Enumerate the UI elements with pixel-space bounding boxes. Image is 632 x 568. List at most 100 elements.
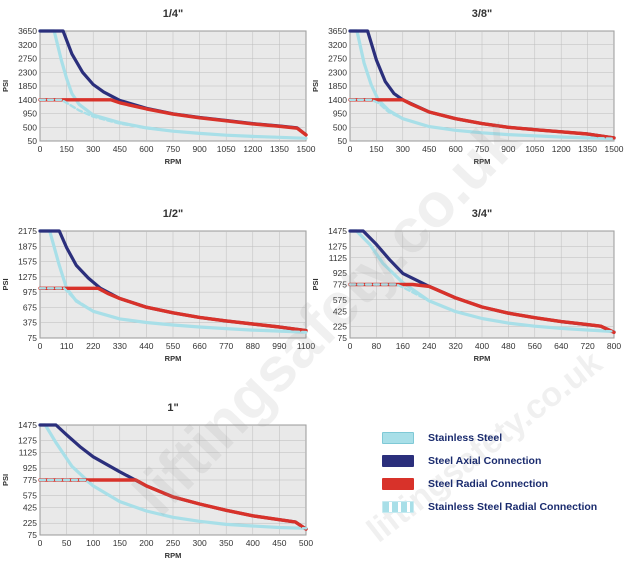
y-tick-label: 975: [23, 287, 37, 297]
chart-legend: Stainless Steel Steel Axial Connection S…: [382, 426, 622, 518]
y-tick-label: 925: [23, 463, 37, 473]
x-tick-label: 150: [113, 538, 127, 548]
x-tick-label: 80: [372, 341, 382, 351]
x-tick-label: 480: [501, 341, 515, 351]
y-tick-label: 500: [333, 122, 347, 132]
y-tick-label: 1275: [18, 272, 37, 282]
x-tick-label: 660: [193, 341, 207, 351]
x-axis-label: RPM: [165, 354, 182, 363]
y-tick-label: 1475: [328, 226, 347, 236]
y-tick-label: 75: [28, 530, 38, 540]
x-tick-label: 1350: [270, 144, 289, 154]
chart-4: 0 50 100 150 200 250 300 350 400 450 500 75 225 425 57…: [1, 402, 313, 560]
y-tick-label: 75: [338, 333, 348, 343]
x-tick-label: 400: [246, 538, 260, 548]
y-tick-label: 3650: [328, 26, 347, 36]
x-tick-label: 1350: [578, 144, 597, 154]
x-tick-label: 640: [554, 341, 568, 351]
y-tick-label: 1125: [19, 448, 38, 458]
chart-title: 1/2": [163, 208, 184, 220]
y-tick-label: 3200: [18, 40, 37, 50]
y-tick-label: 500: [23, 122, 37, 132]
legend-swatch-steel-axial: [382, 454, 414, 467]
x-tick-label: 110: [60, 341, 74, 351]
x-tick-label: 600: [139, 144, 153, 154]
x-tick-label: 1100: [297, 341, 316, 351]
y-axis-label: PSI: [1, 278, 10, 290]
series-line-stainless-radial: [38, 287, 308, 334]
series-line-stainless-radial: [38, 478, 308, 530]
y-axis-label: PSI: [311, 278, 320, 290]
x-tick-label: 600: [449, 144, 463, 154]
x-tick-label: 900: [193, 144, 207, 154]
x-tick-label: 450: [422, 144, 436, 154]
y-tick-label: 950: [23, 109, 37, 119]
x-axis-label: RPM: [165, 157, 182, 166]
x-tick-label: 0: [348, 144, 353, 154]
series-line-steel-radial: [38, 478, 308, 531]
y-tick-label: 225: [23, 518, 37, 528]
legend-swatch-stainless-steel: [382, 431, 414, 444]
x-tick-label: 320: [449, 341, 463, 351]
y-axis-label: PSI: [1, 474, 10, 486]
y-tick-label: 950: [333, 109, 347, 119]
chart-2: 0 110 220 330 440 550 660 770 880 990 1100 75 375 675…: [1, 208, 315, 363]
x-tick-label: 0: [38, 538, 43, 548]
y-tick-label: 1400: [18, 95, 37, 105]
series-line-steel-radial: [38, 98, 308, 137]
legend-label: Stainless Steel Radial Connection: [428, 500, 598, 513]
x-tick-label: 750: [475, 144, 489, 154]
x-tick-label: 160: [396, 341, 410, 351]
x-tick-label: 880: [246, 341, 260, 351]
x-tick-label: 750: [166, 144, 180, 154]
x-tick-label: 990: [272, 341, 286, 351]
y-tick-label: 425: [333, 306, 347, 316]
chart-title: 1": [167, 402, 178, 414]
y-tick-label: 2750: [328, 54, 347, 64]
x-tick-label: 0: [348, 341, 353, 351]
x-tick-label: 300: [396, 144, 410, 154]
legend-swatch-steel-radial: [382, 477, 414, 490]
series-line-steel-radial: [348, 282, 616, 334]
x-tick-label: 500: [299, 538, 313, 548]
x-axis-label: RPM: [474, 354, 491, 363]
y-tick-label: 1125: [329, 253, 348, 263]
y-tick-label: 775: [333, 280, 347, 290]
y-tick-label: 1275: [18, 436, 37, 446]
x-tick-label: 800: [607, 341, 621, 351]
x-tick-label: 300: [193, 538, 207, 548]
chart-title: 1/4": [163, 8, 184, 20]
y-tick-label: 1575: [18, 257, 37, 267]
legend-item-steel-radial: Steel Radial Connection: [382, 472, 622, 495]
y-tick-label: 1275: [328, 241, 347, 251]
x-tick-label: 150: [369, 144, 383, 154]
legend-label: Steel Radial Connection: [428, 477, 549, 490]
y-tick-label: 2300: [18, 67, 37, 77]
y-tick-label: 1875: [18, 241, 37, 251]
y-tick-label: 1400: [328, 95, 347, 105]
x-tick-label: 0: [38, 341, 43, 351]
x-tick-label: 450: [113, 144, 127, 154]
x-tick-label: 150: [60, 144, 74, 154]
y-tick-label: 225: [333, 322, 347, 332]
x-tick-label: 770: [219, 341, 233, 351]
legend-item-stainless-steel: Stainless Steel: [382, 426, 622, 449]
chart-0: 0 150 300 450 600 750 900 1050 1200 1350 1500 50 500…: [1, 8, 316, 166]
legend-label: Stainless Steel: [428, 431, 503, 444]
legend-item-steel-axial: Steel Axial Connection: [382, 449, 622, 472]
legend-swatch-stainless-radial: [382, 500, 414, 513]
y-tick-label: 575: [23, 491, 37, 501]
x-tick-label: 560: [528, 341, 542, 351]
x-tick-label: 1050: [217, 144, 236, 154]
x-tick-label: 1200: [552, 144, 571, 154]
y-tick-label: 2300: [328, 67, 347, 77]
x-axis-label: RPM: [165, 551, 182, 560]
y-tick-label: 3200: [328, 40, 347, 50]
x-tick-label: 0: [38, 144, 43, 154]
x-tick-label: 100: [86, 538, 100, 548]
x-tick-label: 400: [475, 341, 489, 351]
y-tick-label: 75: [28, 333, 38, 343]
y-tick-label: 1475: [18, 420, 37, 430]
